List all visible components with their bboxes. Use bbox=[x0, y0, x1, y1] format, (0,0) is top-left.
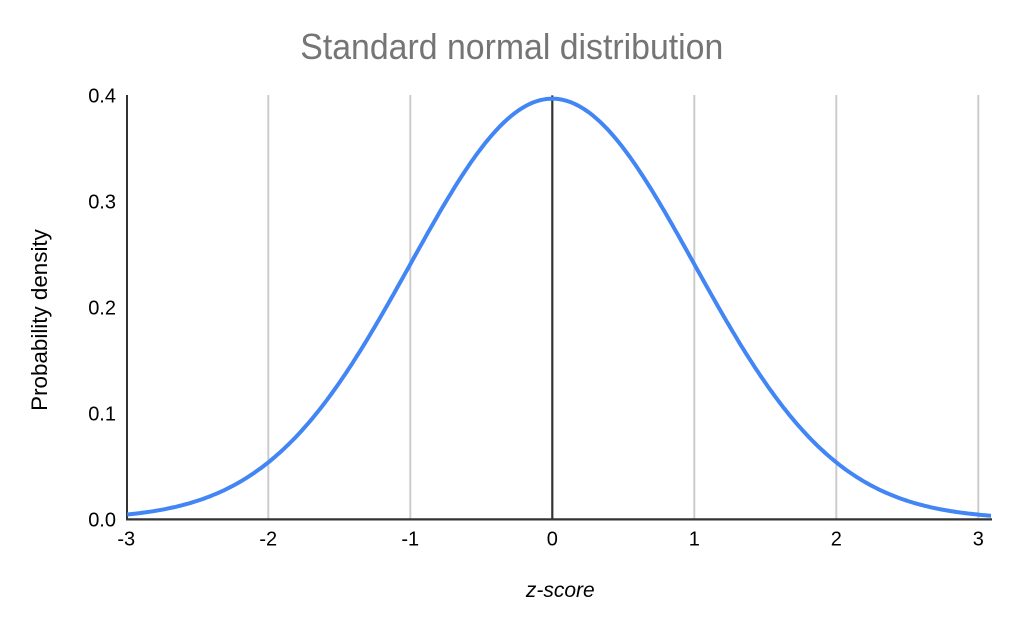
svg-text:Standard normal distribution: Standard normal distribution bbox=[300, 26, 723, 67]
svg-text:2: 2 bbox=[831, 528, 842, 550]
svg-text:0.0: 0.0 bbox=[88, 509, 116, 531]
svg-text:0.3: 0.3 bbox=[88, 192, 116, 214]
svg-text:3: 3 bbox=[973, 528, 984, 550]
svg-text:z-score: z-score bbox=[525, 579, 595, 602]
svg-text:-2: -2 bbox=[259, 528, 277, 550]
svg-text:-1: -1 bbox=[401, 528, 419, 550]
svg-text:1: 1 bbox=[689, 528, 700, 550]
svg-text:Probability density: Probability density bbox=[27, 228, 52, 411]
svg-text:-3: -3 bbox=[117, 528, 135, 550]
svg-text:0.4: 0.4 bbox=[88, 86, 116, 108]
svg-text:0.2: 0.2 bbox=[88, 298, 116, 320]
svg-text:0: 0 bbox=[547, 528, 558, 550]
svg-text:0.1: 0.1 bbox=[88, 403, 116, 425]
